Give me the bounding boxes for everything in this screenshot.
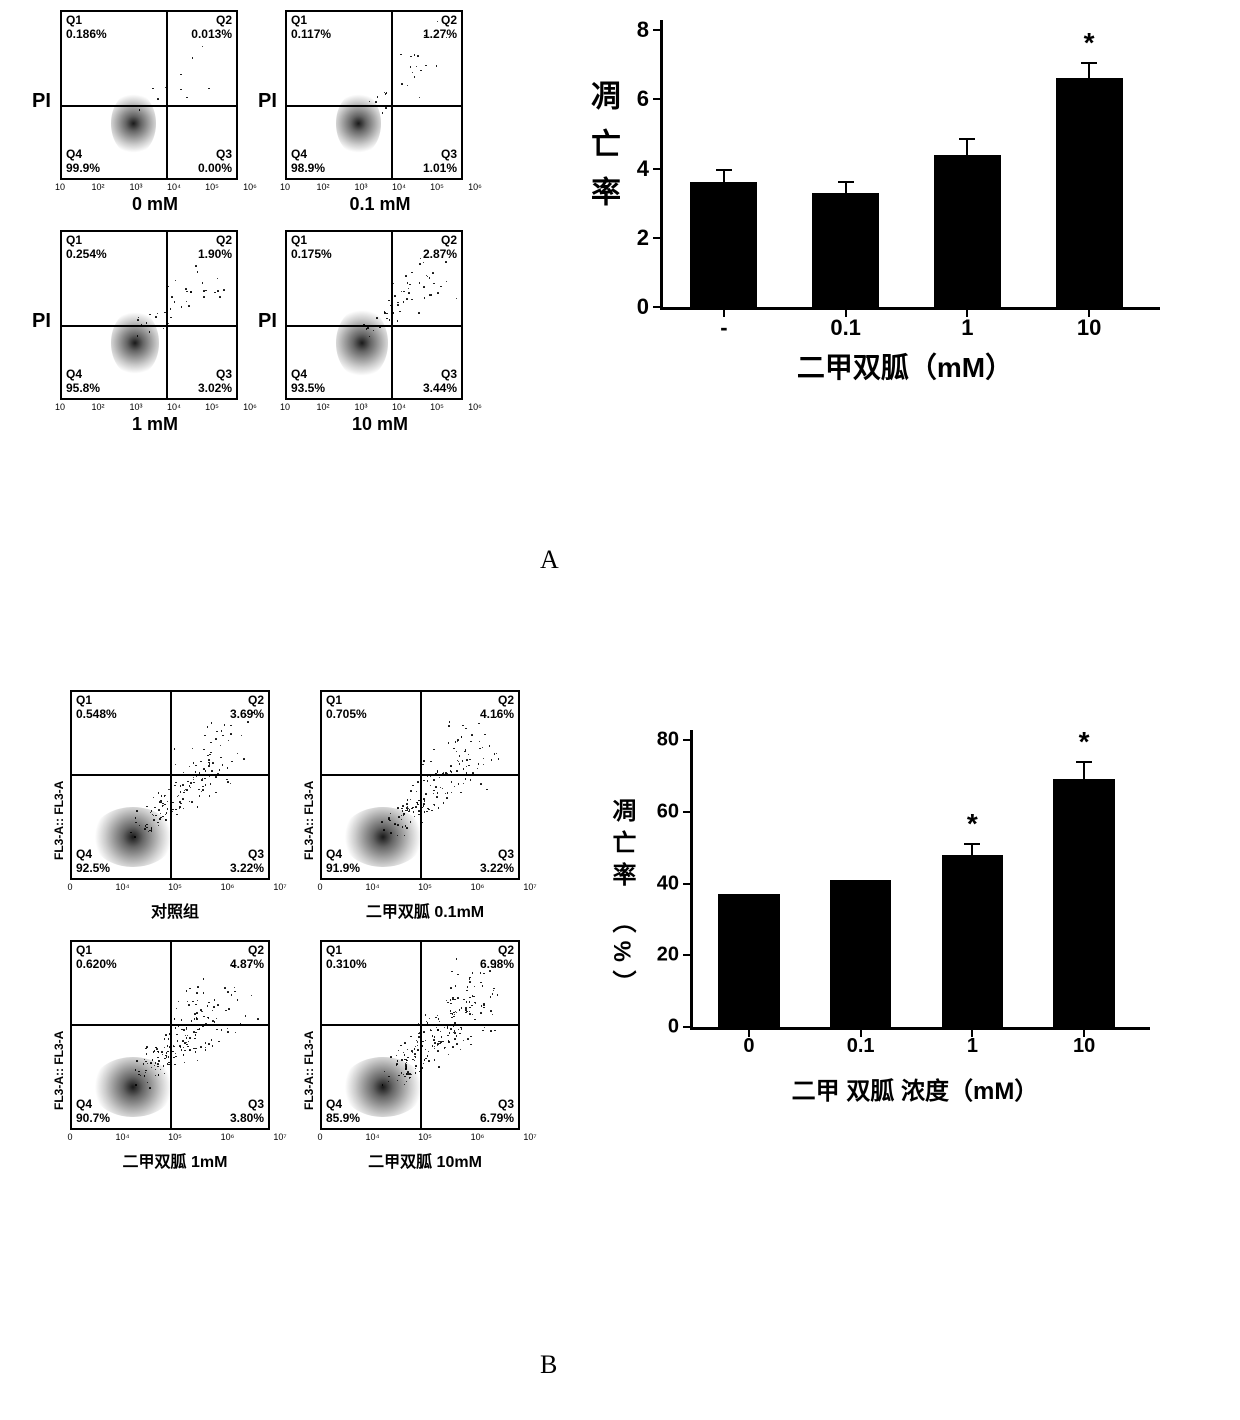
- panel-b-bar-ylabel: 凋亡率 （%）: [604, 798, 639, 1002]
- error-bar: [1083, 762, 1085, 780]
- bar-ytick-label: 4: [637, 156, 649, 182]
- bar-ytick-label: 0: [637, 294, 649, 320]
- error-bar: [1088, 63, 1090, 79]
- bar-ytick-label: 0: [668, 1016, 679, 1039]
- bar-ytick-label: 8: [637, 17, 649, 43]
- error-bar: [845, 182, 847, 192]
- error-bar-cap: [959, 138, 975, 140]
- panel-b-label: B: [540, 1350, 557, 1380]
- bar: [942, 855, 1003, 1027]
- flow-plot-caption: 0 mM: [60, 194, 250, 215]
- flow-population-spray: [322, 942, 518, 1128]
- panel-b-bar-xlabel: 二甲 双胍 浓度（mM）: [690, 1071, 1140, 1106]
- bar-ytick-label: 40: [657, 872, 679, 895]
- bar: [812, 193, 879, 307]
- flow-plot-caption: 对照组: [70, 898, 280, 922]
- flow-population-spray: [72, 692, 268, 878]
- bar-xtick-label: 0.1: [847, 1035, 875, 1058]
- error-bar: [723, 170, 725, 182]
- flow-slot-b-1: Q10.705%Q24.16%Q491.9%Q33.22%010⁴10⁵10⁶1…: [320, 690, 530, 922]
- panel-a-bar-plot-area: -0.11*1002468: [660, 30, 1150, 310]
- error-bar-cap: [838, 181, 854, 183]
- flow-plot-caption: 1 mM: [60, 414, 250, 435]
- error-bar: [966, 139, 968, 155]
- bar: [934, 155, 1001, 307]
- panel-b-yaxis-label-left-top: FL3-A:: FL3-A: [52, 781, 66, 860]
- flow-plot-caption: 10 mM: [285, 414, 475, 435]
- flow-plot: Q10.186%Q20.013%Q499.9%Q30.00%1010²10³10…: [60, 10, 250, 215]
- bar-ytick-label: 2: [637, 225, 649, 251]
- bar: [1056, 78, 1123, 307]
- panel-a-bar-ylabel: 凋亡率: [580, 80, 624, 224]
- panel-b-yaxis-label-mid-top: FL3-A:: FL3-A: [302, 781, 316, 860]
- flow-population-spray: [322, 692, 518, 878]
- bar: [1053, 779, 1114, 1027]
- flow-plot: Q10.620%Q24.87%Q490.7%Q33.80%010⁴10⁵10⁶1…: [70, 940, 280, 1172]
- panel-a-yaxis-label-mid-top: PI: [258, 90, 277, 113]
- bar: [718, 894, 779, 1027]
- bar-xtick-label: 0: [743, 1035, 754, 1058]
- bar-xtick-label: 1: [967, 1035, 978, 1058]
- flow-plot: Q10.117%Q21.27%Q498.9%Q31.01%1010²10³10⁴…: [285, 10, 475, 215]
- flow-plot-caption: 二甲双胍 1mM: [70, 1148, 280, 1172]
- bar-ytick-label: 6: [637, 86, 649, 112]
- bar-xtick-label: 0.1: [830, 315, 861, 341]
- bar: [830, 880, 891, 1027]
- panel-a-yaxis-label-mid-bot: PI: [258, 310, 277, 333]
- flow-plot: Q10.254%Q21.90%Q495.8%Q33.02%1010²10³10⁴…: [60, 230, 250, 435]
- flow-slot-b-2: Q10.620%Q24.87%Q490.7%Q33.80%010⁴10⁵10⁶1…: [70, 940, 280, 1172]
- panel-a-bar-xlabel: 二甲双胍（mM）: [660, 346, 1150, 386]
- flow-population-spray: [287, 232, 461, 398]
- flow-plot-caption: 二甲双胍 10mM: [320, 1148, 530, 1172]
- panel-a-bar-chart: -0.11*1002468 凋亡率 二甲双胍（mM）: [570, 10, 1180, 390]
- panel-b-bar-plot-area: 00.1*1*10020406080: [690, 740, 1140, 1030]
- bar-xtick-label: 1: [961, 315, 973, 341]
- bar-ytick-label: 60: [657, 800, 679, 823]
- significance-star: *: [1084, 27, 1095, 59]
- flow-population-spray: [287, 12, 461, 178]
- panel-b-bar-chart: 00.1*1*10020406080 凋亡率 （%） 二甲 双胍 浓度（mM）: [600, 730, 1170, 1110]
- error-bar-cap: [716, 169, 732, 171]
- bar-xtick-label: 10: [1073, 1035, 1095, 1058]
- panel-b-yaxis-label-mid-bot: FL3-A:: FL3-A: [302, 1031, 316, 1110]
- bar: [690, 182, 757, 307]
- flow-plot: Q10.175%Q22.87%Q493.5%Q33.44%1010²10³10⁴…: [285, 230, 475, 435]
- flow-slot-b-0: Q10.548%Q23.69%Q492.5%Q33.22%010⁴10⁵10⁶1…: [70, 690, 280, 922]
- bar-ytick-label: 80: [657, 729, 679, 752]
- error-bar-cap: [1081, 62, 1097, 64]
- panel-a-yaxis-label-left-bot: PI: [32, 310, 51, 333]
- flow-population-spray: [72, 942, 268, 1128]
- bar-xtick-label: -: [720, 315, 727, 341]
- panel-a-yaxis-label-left-top: PI: [32, 90, 51, 113]
- panel-b-yaxis-label-left-bot: FL3-A:: FL3-A: [52, 1031, 66, 1110]
- flow-slot-a-2: Q10.254%Q21.90%Q495.8%Q33.02%1010²10³10⁴…: [60, 230, 250, 435]
- flow-slot-a-3: Q10.175%Q22.87%Q493.5%Q33.44%1010²10³10⁴…: [285, 230, 475, 435]
- error-bar-cap: [964, 843, 980, 845]
- panel-b: Q10.548%Q23.69%Q492.5%Q33.22%010⁴10⁵10⁶1…: [0, 680, 1240, 1300]
- error-bar-cap: [1076, 761, 1092, 763]
- panel-a-label: A: [540, 545, 559, 575]
- flow-plot-caption: 0.1 mM: [285, 194, 475, 215]
- flow-population-spray: [62, 12, 236, 178]
- significance-star: *: [1079, 726, 1090, 758]
- flow-population-spray: [62, 232, 236, 398]
- panel-a: Q10.186%Q20.013%Q499.9%Q30.00%1010²10³10…: [0, 0, 1240, 620]
- bar-xtick-label: 10: [1077, 315, 1101, 341]
- significance-star: *: [967, 808, 978, 840]
- flow-plot-caption: 二甲双胍 0.1mM: [320, 898, 530, 922]
- flow-slot-b-3: Q10.310%Q26.98%Q485.9%Q36.79%010⁴10⁵10⁶1…: [320, 940, 530, 1172]
- bar-ytick-label: 20: [657, 944, 679, 967]
- flow-slot-a-1: Q10.117%Q21.27%Q498.9%Q31.01%1010²10³10⁴…: [285, 10, 475, 215]
- flow-plot: Q10.310%Q26.98%Q485.9%Q36.79%010⁴10⁵10⁶1…: [320, 940, 530, 1172]
- flow-plot: Q10.548%Q23.69%Q492.5%Q33.22%010⁴10⁵10⁶1…: [70, 690, 280, 922]
- flow-slot-a-0: Q10.186%Q20.013%Q499.9%Q30.00%1010²10³10…: [60, 10, 250, 215]
- flow-plot: Q10.705%Q24.16%Q491.9%Q33.22%010⁴10⁵10⁶1…: [320, 690, 530, 922]
- error-bar: [971, 844, 973, 855]
